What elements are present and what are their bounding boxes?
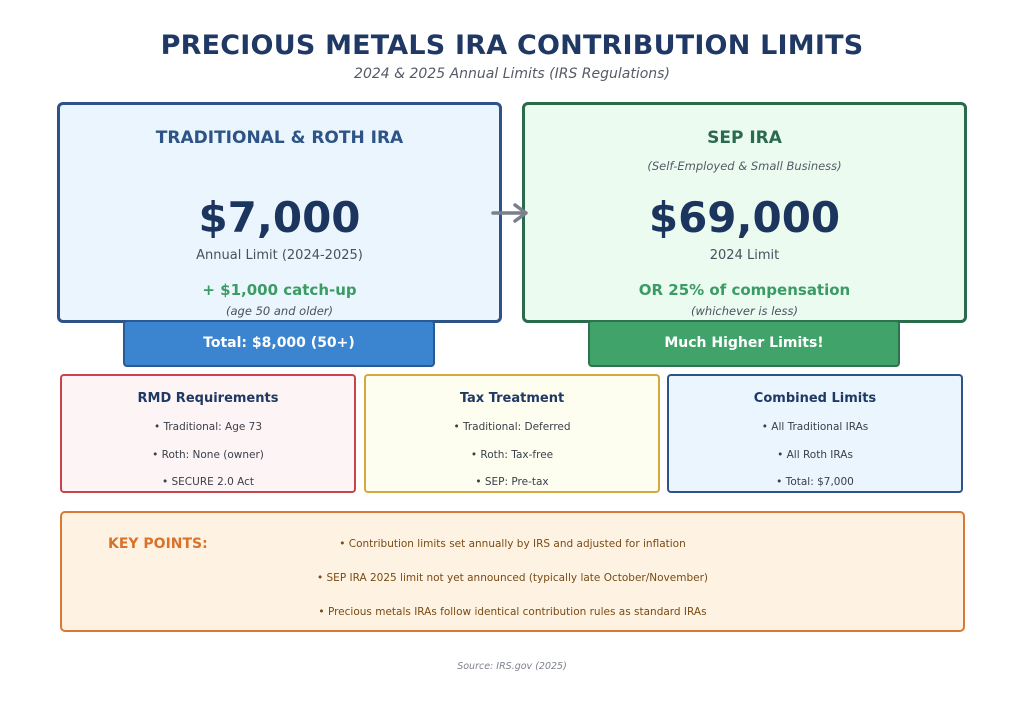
rmd-item: • SECURE 2.0 Act (161, 476, 255, 488)
key-point-item: • Precious metals IRAs follow identical … (318, 606, 707, 618)
key-point-item: • SEP IRA 2025 limit not yet announced (… (316, 572, 708, 584)
rmd-item: • Roth: None (owner) (152, 449, 264, 461)
sep-ira-amount-label: 2024 Limit (709, 248, 780, 263)
page-subtitle: 2024 & 2025 Annual Limits (IRS Regulatio… (354, 66, 670, 82)
traditional-roth-title: TRADITIONAL & ROTH IRA (155, 128, 404, 148)
sep-ira-title: SEP IRA (707, 128, 782, 148)
key-points-label: KEY POINTS: (108, 536, 208, 552)
rmd-requirements-box: RMD Requirements • Traditional: Age 73 •… (60, 374, 356, 493)
tax-treatment-box: Tax Treatment • Traditional: Deferred • … (364, 374, 660, 493)
page-title: PRECIOUS METALS IRA CONTRIBUTION LIMITS (160, 30, 864, 61)
combined-limits-box: Combined Limits • All Traditional IRAs •… (667, 374, 963, 493)
combined-item: • All Traditional IRAs (761, 421, 869, 433)
key-point-item: • Contribution limits set annually by IR… (339, 538, 686, 550)
compensation-text: OR 25% of compensation (638, 281, 851, 299)
arrow-right-icon (491, 202, 531, 224)
combined-title: Combined Limits (753, 391, 877, 406)
higher-limits-banner: Much Higher Limits! (588, 320, 900, 367)
rmd-item: • Traditional: Age 73 (153, 421, 263, 433)
key-points-box: KEY POINTS: • Contribution limits set an… (60, 511, 965, 632)
sep-ira-note: (Self-Employed & Small Business) (647, 159, 842, 173)
tax-item: • Traditional: Deferred (453, 421, 571, 433)
combined-item: • Total: $7,000 (776, 476, 854, 488)
source-note: Source: IRS.gov (2025) (457, 661, 567, 672)
traditional-roth-amount: $7,000 (198, 193, 361, 242)
rmd-title: RMD Requirements (137, 391, 279, 406)
tax-title: Tax Treatment (459, 391, 565, 406)
compensation-note: (whichever is less) (691, 304, 798, 318)
combined-item: • All Roth IRAs (777, 449, 853, 461)
traditional-roth-card: TRADITIONAL & ROTH IRA $7,000 Annual Lim… (57, 102, 502, 323)
sep-ira-card: SEP IRA (Self-Employed & Small Business)… (522, 102, 967, 323)
catch-up-note: (age 50 and older) (226, 304, 333, 318)
total-banner: Total: $8,000 (50+) (123, 320, 435, 367)
sep-ira-amount: $69,000 (648, 193, 841, 242)
tax-item: • SEP: Pre-tax (475, 476, 549, 488)
traditional-roth-amount-label: Annual Limit (2024-2025) (196, 248, 363, 263)
catch-up-text: + $1,000 catch-up (202, 281, 357, 299)
tax-item: • Roth: Tax-free (470, 449, 554, 461)
